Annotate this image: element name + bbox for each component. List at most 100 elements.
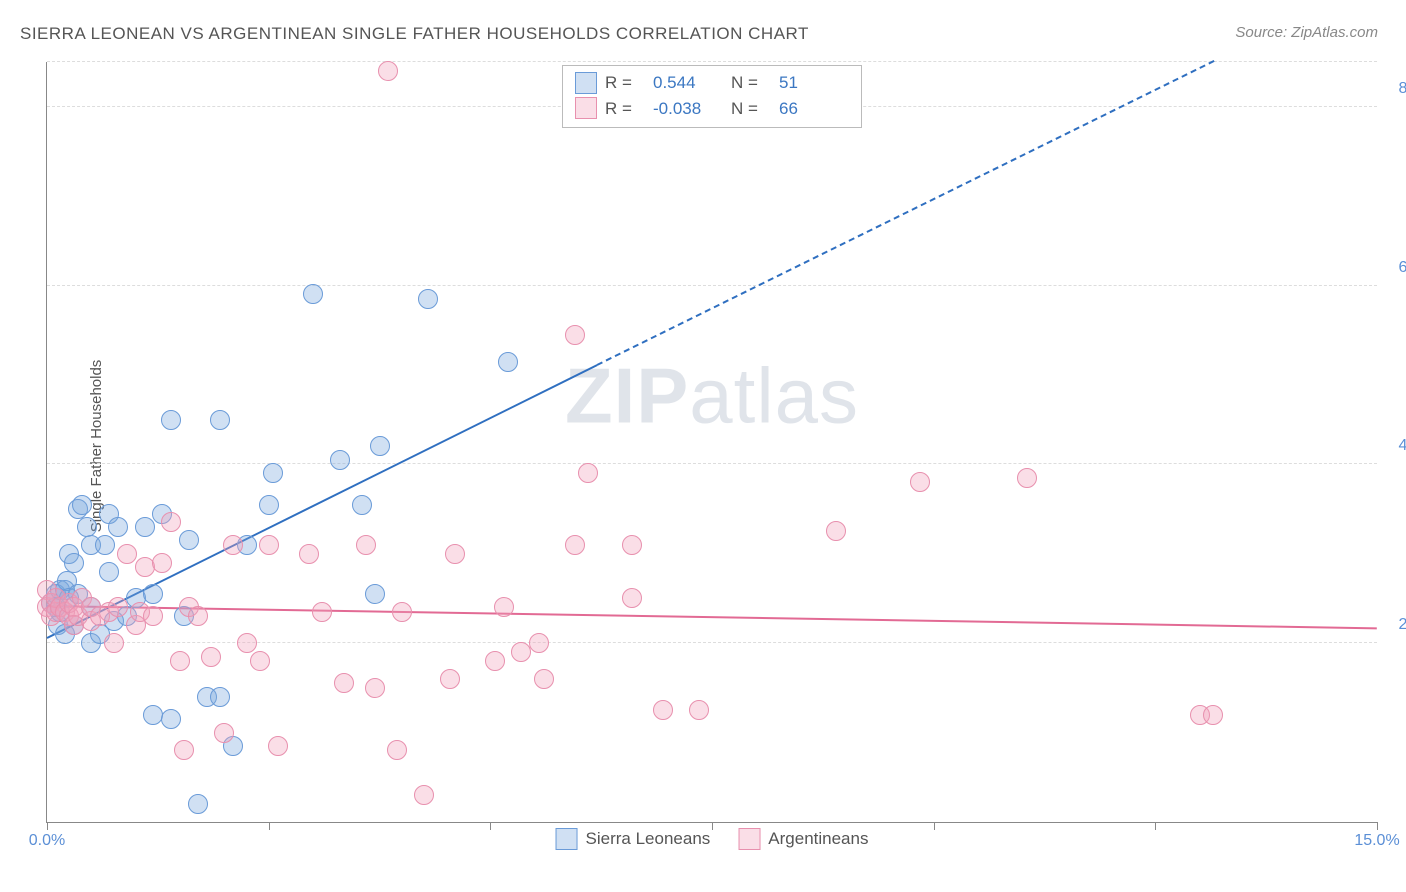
legend-swatch	[575, 72, 597, 94]
legend-N-label: N =	[731, 96, 771, 122]
scatter-plot-area: ZIPatlas 2.0%4.0%6.0%8.0%0.0%15.0%R =0.5…	[46, 62, 1377, 823]
scatter-point	[143, 606, 163, 626]
x-tick	[1155, 822, 1156, 830]
x-tick	[1377, 822, 1378, 830]
scatter-point	[1017, 468, 1037, 488]
scatter-point	[330, 450, 350, 470]
scatter-point	[201, 647, 221, 667]
series-name: Argentineans	[768, 829, 868, 849]
scatter-point	[418, 289, 438, 309]
trend-line	[47, 605, 1377, 629]
scatter-point	[578, 463, 598, 483]
scatter-point	[250, 651, 270, 671]
scatter-point	[356, 535, 376, 555]
correlation-legend-row: R =0.544N =51	[575, 70, 849, 96]
scatter-point	[210, 687, 230, 707]
scatter-point	[440, 669, 460, 689]
scatter-point	[259, 535, 279, 555]
scatter-point	[565, 325, 585, 345]
scatter-point	[161, 512, 181, 532]
x-tick	[269, 822, 270, 830]
scatter-point	[259, 495, 279, 515]
scatter-point	[365, 678, 385, 698]
scatter-point	[565, 535, 585, 555]
series-name: Sierra Leoneans	[586, 829, 711, 849]
legend-N-value: 51	[779, 70, 849, 96]
scatter-point	[143, 705, 163, 725]
scatter-point	[135, 517, 155, 537]
scatter-point	[498, 352, 518, 372]
scatter-point	[414, 785, 434, 805]
scatter-point	[334, 673, 354, 693]
scatter-point	[365, 584, 385, 604]
scatter-point	[826, 521, 846, 541]
scatter-point	[161, 709, 181, 729]
watermark-bold: ZIP	[565, 352, 689, 440]
legend-N-value: 66	[779, 96, 849, 122]
scatter-point	[152, 553, 172, 573]
x-tick	[934, 822, 935, 830]
scatter-point	[1203, 705, 1223, 725]
x-tick-label: 0.0%	[29, 832, 65, 850]
legend-R-label: R =	[605, 70, 645, 96]
scatter-point	[188, 794, 208, 814]
x-tick-label: 15.0%	[1354, 832, 1399, 850]
y-tick-label: 4.0%	[1399, 437, 1406, 455]
series-legend: Sierra Leoneans Argentineans	[556, 828, 869, 850]
scatter-point	[529, 633, 549, 653]
scatter-point	[485, 651, 505, 671]
scatter-point	[534, 669, 554, 689]
scatter-point	[64, 553, 84, 573]
legend-swatch	[738, 828, 760, 850]
scatter-point	[117, 544, 137, 564]
scatter-point	[143, 584, 163, 604]
scatter-point	[387, 740, 407, 760]
legend-R-label: R =	[605, 96, 645, 122]
scatter-point	[303, 284, 323, 304]
correlation-legend-row: R = -0.038 N = 66	[575, 96, 849, 122]
source-attribution: Source: ZipAtlas.com	[1235, 24, 1378, 41]
scatter-point	[352, 495, 372, 515]
scatter-point	[263, 463, 283, 483]
scatter-point	[108, 597, 128, 617]
scatter-point	[445, 544, 465, 564]
scatter-point	[188, 606, 208, 626]
scatter-point	[161, 410, 181, 430]
legend-R-value: -0.038	[653, 96, 723, 122]
legend-R-value: 0.544	[653, 70, 723, 96]
scatter-point	[494, 597, 514, 617]
y-tick-label: 8.0%	[1399, 80, 1406, 98]
gridline-h	[47, 61, 1377, 62]
scatter-point	[108, 517, 128, 537]
scatter-point	[170, 651, 190, 671]
scatter-point	[370, 436, 390, 456]
x-tick	[47, 822, 48, 830]
scatter-point	[223, 535, 243, 555]
source-link[interactable]: ZipAtlas.com	[1291, 24, 1378, 41]
scatter-point	[174, 740, 194, 760]
scatter-point	[99, 562, 119, 582]
scatter-point	[77, 517, 97, 537]
y-tick-label: 6.0%	[1399, 259, 1406, 277]
scatter-point	[378, 61, 398, 81]
scatter-point	[72, 495, 92, 515]
chart-title: SIERRA LEONEAN VS ARGENTINEAN SINGLE FAT…	[20, 24, 809, 44]
gridline-h	[47, 463, 1377, 464]
source-prefix: Source:	[1235, 24, 1291, 41]
scatter-point	[214, 723, 234, 743]
correlation-legend: R = 0.544 N = 51R = -0.038 N = 66	[562, 65, 862, 128]
scatter-point	[95, 535, 115, 555]
watermark: ZIPatlas	[565, 351, 859, 442]
scatter-point	[622, 535, 642, 555]
scatter-point	[910, 472, 930, 492]
watermark-rest: atlas	[689, 352, 859, 440]
x-tick	[490, 822, 491, 830]
scatter-point	[179, 530, 199, 550]
scatter-point	[268, 736, 288, 756]
y-tick-label: 2.0%	[1399, 616, 1406, 634]
scatter-point	[210, 410, 230, 430]
scatter-point	[237, 633, 257, 653]
scatter-point	[312, 602, 332, 622]
legend-swatch	[556, 828, 578, 850]
scatter-point	[653, 700, 673, 720]
